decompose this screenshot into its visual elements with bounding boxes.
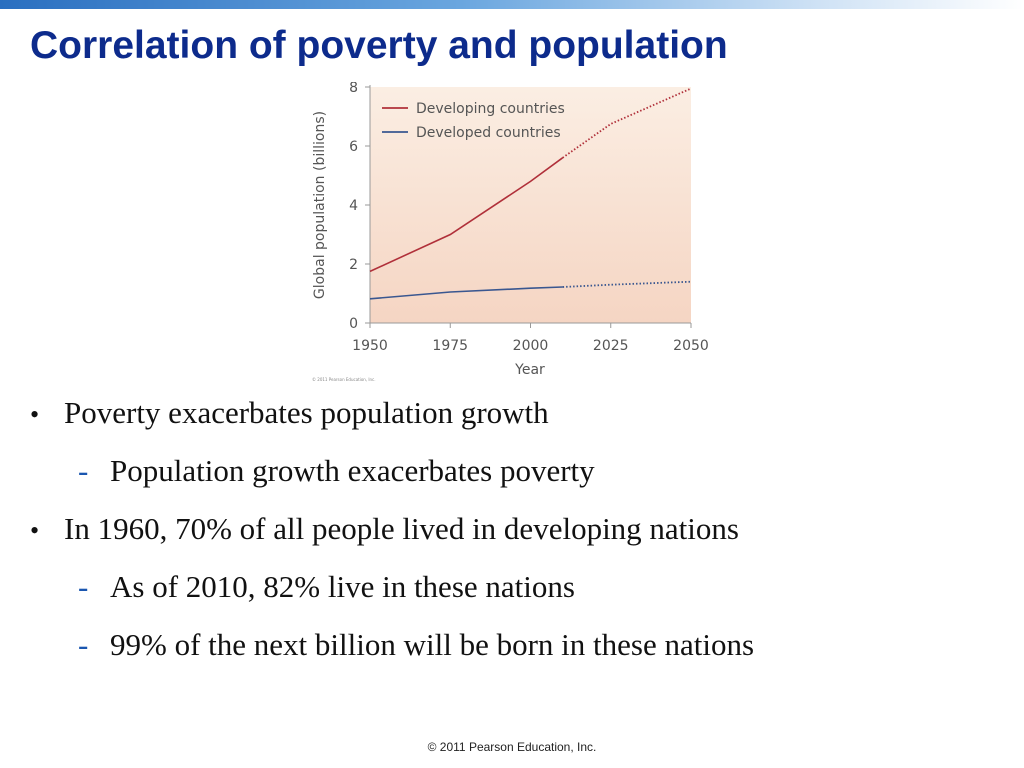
series-projection-developed bbox=[562, 280, 692, 288]
axes: 0 2 4 6 8 1950 1975 2000 2025 2050 bbox=[349, 82, 709, 354]
y-axis-title: Global population (billions) bbox=[312, 111, 328, 299]
bullet-marker: • bbox=[30, 516, 40, 545]
footer-copyright: © 2011 Pearson Education, Inc. bbox=[427, 740, 597, 754]
bullet-text: In 1960, 70% of all people lived in deve… bbox=[64, 511, 739, 546]
x-tick-label: 2025 bbox=[593, 338, 629, 354]
x-tick-label: 2050 bbox=[673, 338, 709, 354]
top-accent-bar bbox=[0, 0, 1024, 9]
population-chart: 0 2 4 6 8 1950 1975 2000 2025 2050 Developing cou… bbox=[300, 82, 720, 387]
chart-svg: 0 2 4 6 8 1950 1975 2000 2025 2050 Developing cou… bbox=[312, 82, 709, 382]
y-tick-label: 6 bbox=[349, 139, 358, 155]
slide-title: Correlation of poverty and population bbox=[30, 24, 728, 67]
sub-bullet-marker: - bbox=[78, 569, 89, 604]
sub-bullet-marker: - bbox=[78, 453, 89, 488]
bullet-item: • Poverty exacerbates population growth bbox=[30, 395, 1010, 431]
legend-label: Developed countries bbox=[416, 125, 561, 141]
sub-bullet-text: 99% of the next billion will be born in … bbox=[110, 627, 755, 662]
bullet-list: • Poverty exacerbates population growth … bbox=[30, 395, 1010, 685]
bullet-item: • In 1960, 70% of all people lived in de… bbox=[30, 511, 1010, 547]
y-tick-label: 2 bbox=[349, 257, 358, 273]
series-layer bbox=[369, 87, 692, 300]
x-tick-label: 1950 bbox=[352, 338, 388, 354]
series-line-developing bbox=[369, 157, 564, 273]
sub-bullet-item: - Population growth exacerbates poverty bbox=[78, 453, 1010, 489]
x-axis-title: Year bbox=[514, 362, 545, 378]
y-tick-label: 0 bbox=[349, 316, 358, 332]
sub-bullet-text: Population growth exacerbates poverty bbox=[110, 453, 595, 488]
x-tick-label: 2000 bbox=[513, 338, 549, 354]
legend-label: Developing countries bbox=[416, 101, 565, 117]
y-tick-label: 4 bbox=[349, 198, 358, 214]
sub-bullet-item: - As of 2010, 82% live in these nations bbox=[78, 569, 1010, 605]
bullet-marker: • bbox=[30, 400, 40, 429]
chart-credit: © 2011 Pearson Education, Inc. bbox=[312, 377, 376, 382]
chart-legend: Developing countries Developed countries bbox=[382, 101, 565, 141]
bullet-text: Poverty exacerbates population growth bbox=[64, 395, 549, 430]
y-tick-label: 8 bbox=[349, 82, 358, 96]
sub-bullet-text: As of 2010, 82% live in these nations bbox=[110, 569, 575, 604]
series-line-developed bbox=[369, 286, 563, 300]
sub-bullet-item: - 99% of the next billion will be born i… bbox=[78, 627, 1010, 663]
sub-bullet-marker: - bbox=[78, 627, 89, 662]
x-tick-label: 1975 bbox=[432, 338, 468, 354]
